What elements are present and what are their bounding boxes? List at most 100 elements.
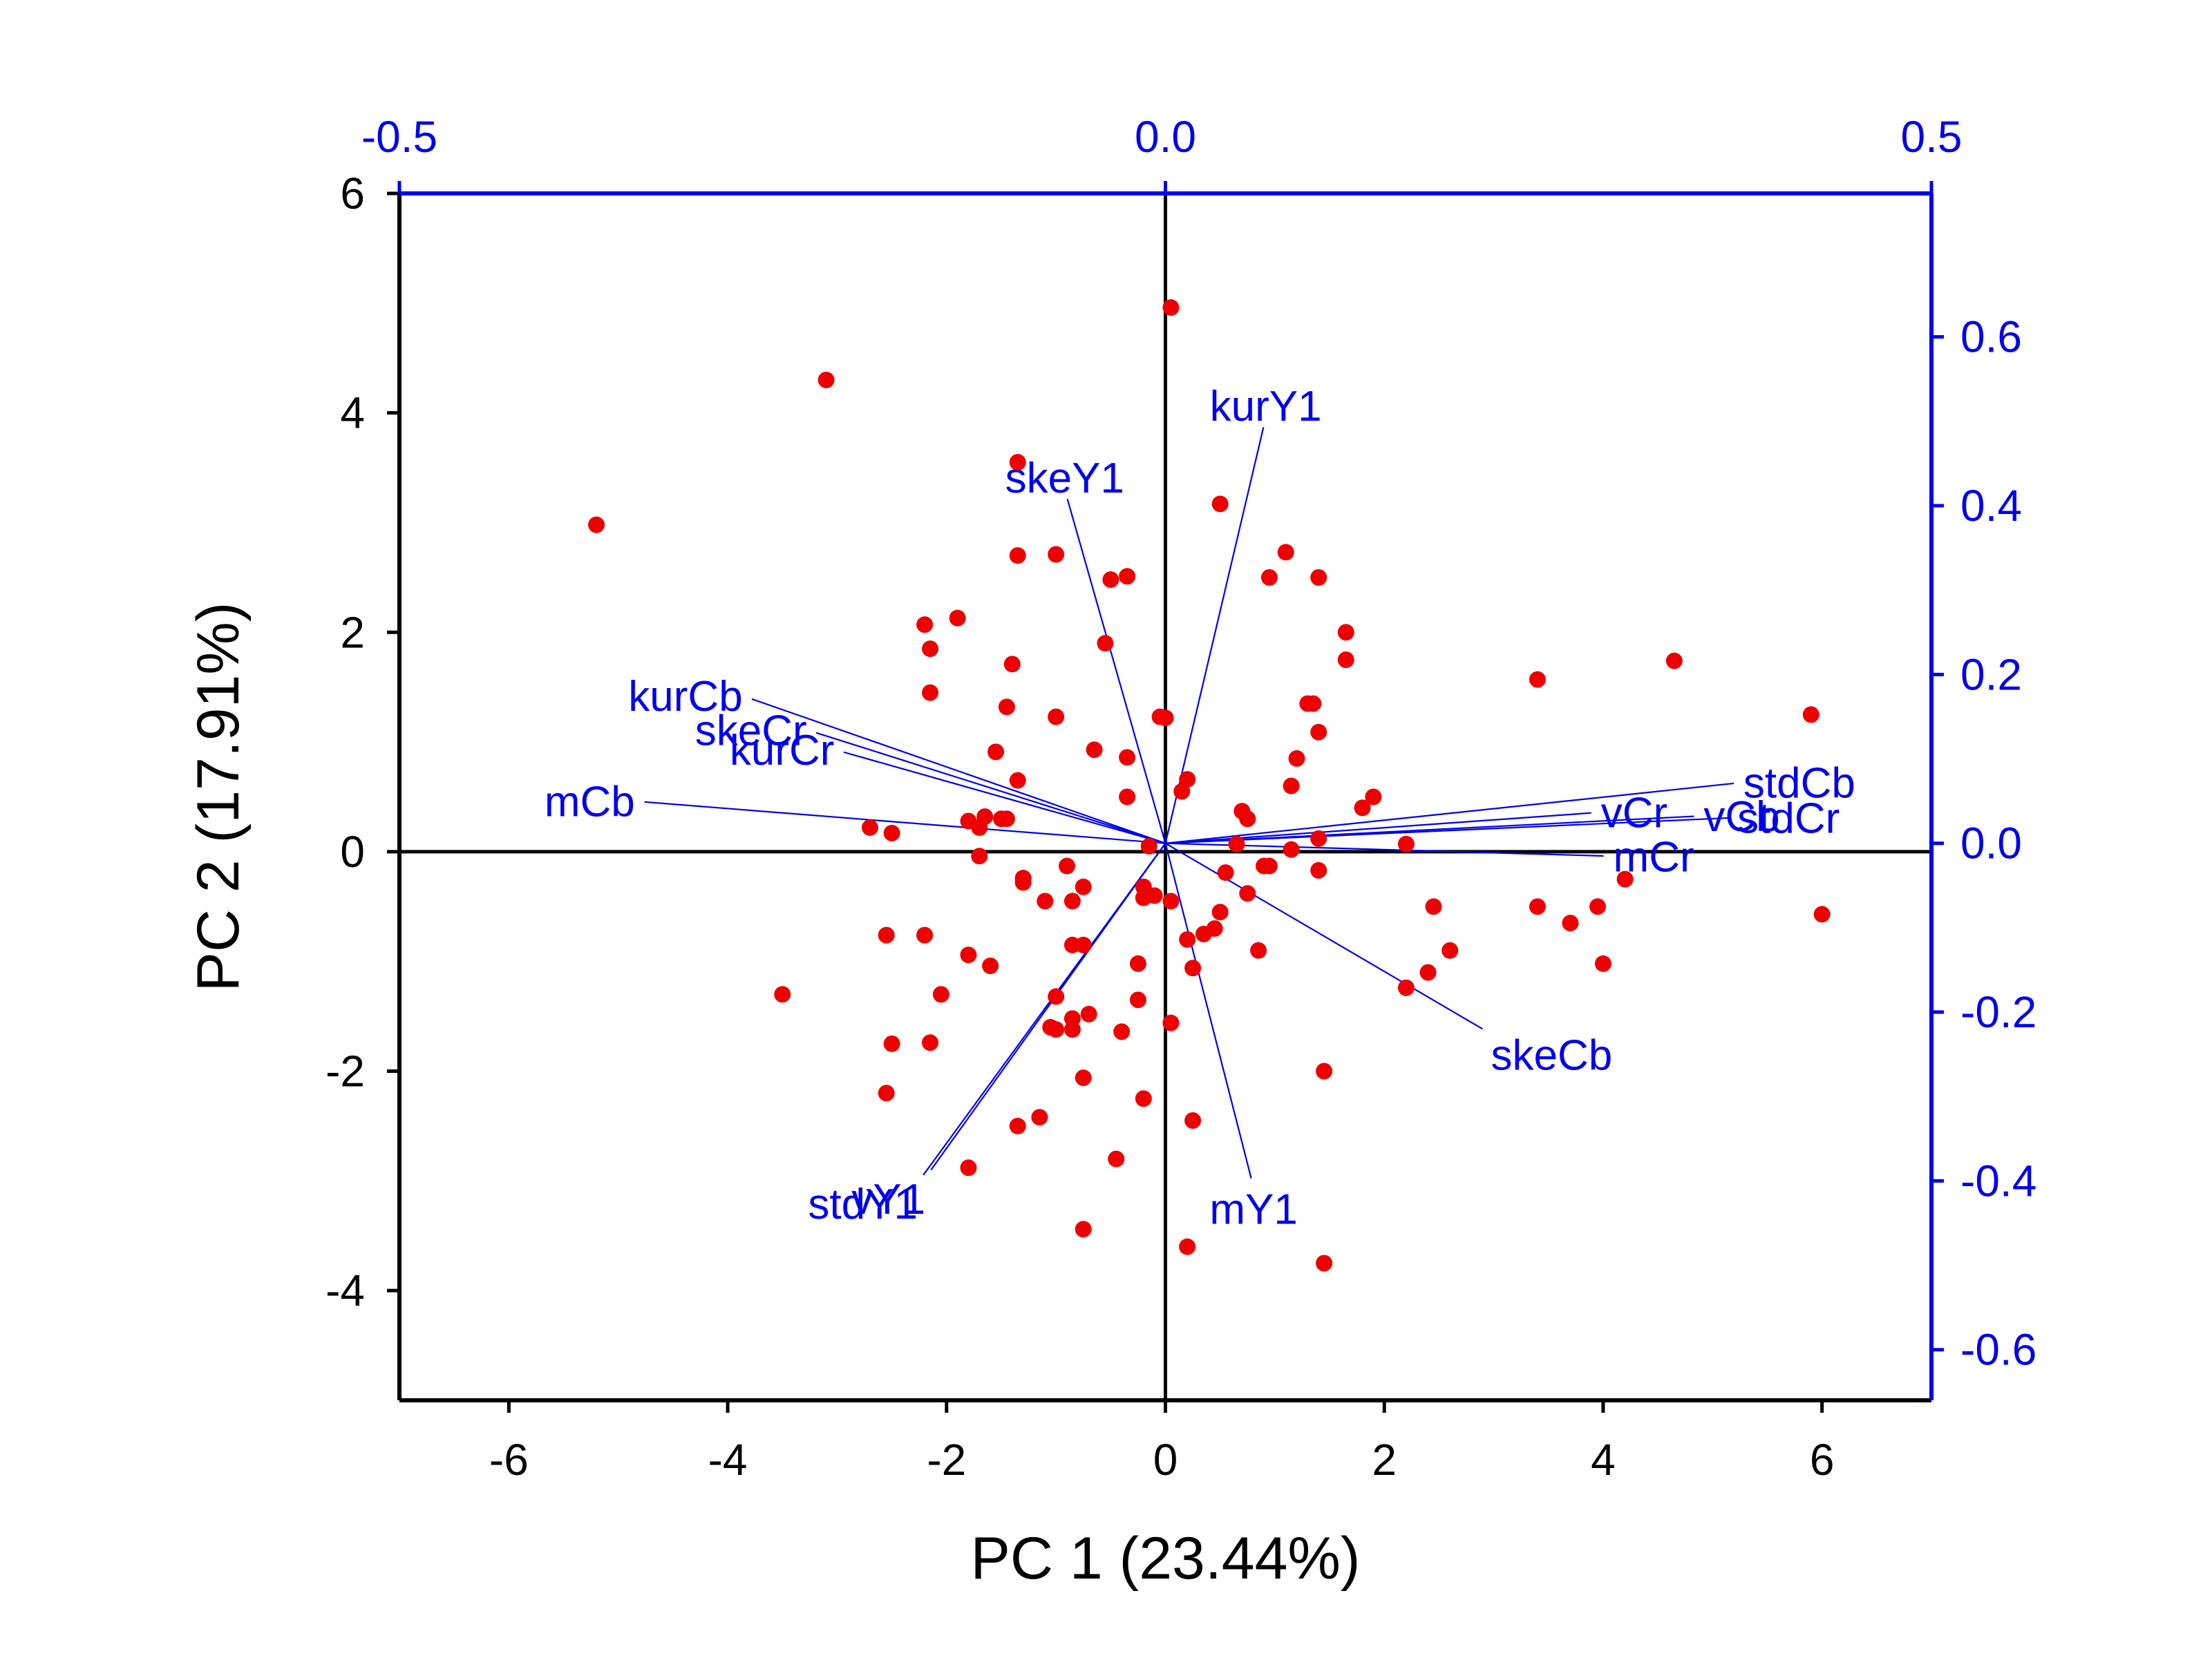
loading-label: kurY1	[1210, 383, 1322, 430]
axis-ticks: -6 -4 -2 0 2 4 6 -4 -2 0 2 4 6 -0.5 0.0 0.5 -0.6 -0.4 -0.2…	[325, 112, 2036, 1485]
score-point	[1310, 723, 1327, 741]
score-point	[1135, 889, 1152, 906]
score-point	[1108, 1150, 1125, 1168]
x-tick-label: -6	[489, 1435, 529, 1485]
score-point	[1058, 857, 1075, 875]
right-tick-label: 0.2	[1960, 649, 2022, 699]
score-point	[1048, 546, 1065, 563]
score-point	[1048, 708, 1065, 725]
loading-vector-skeCr	[815, 732, 1166, 844]
loading-vector-kurCr	[843, 751, 1166, 844]
y-tick-label: 2	[340, 607, 365, 657]
score-point	[922, 640, 939, 658]
x-tick-label: 6	[1810, 1435, 1835, 1485]
score-point	[1075, 936, 1092, 953]
score-point	[1048, 988, 1065, 1005]
loading-vector-skeY1	[1066, 498, 1166, 844]
score-point	[998, 698, 1015, 716]
score-point	[1179, 931, 1196, 948]
score-point	[817, 371, 835, 388]
score-point	[1397, 835, 1415, 852]
right-tick-label: 0.6	[1960, 312, 2022, 362]
score-point	[1802, 706, 1819, 723]
score-point	[1217, 864, 1234, 882]
loading-label: kurCb	[628, 673, 742, 721]
score-point	[1179, 1238, 1196, 1255]
score-point	[1031, 1109, 1048, 1126]
y-axis-label: PC 2 (17.91%)	[185, 602, 252, 991]
loading-label: mY1	[1209, 1185, 1297, 1233]
score-point	[1277, 544, 1294, 561]
score-point	[1075, 1069, 1092, 1087]
top-tick-label: -0.5	[361, 112, 437, 162]
score-point	[982, 957, 999, 975]
score-point	[1140, 837, 1157, 855]
score-point	[1162, 299, 1180, 316]
score-point	[1119, 749, 1136, 766]
score-point	[1064, 1021, 1081, 1038]
score-point	[971, 819, 988, 836]
score-point	[1014, 874, 1032, 891]
score-point	[1184, 1112, 1202, 1130]
score-point	[1086, 741, 1103, 759]
score-point	[1113, 1023, 1131, 1040]
score-point	[1354, 799, 1371, 817]
loading-vector-mY1	[1164, 843, 1252, 1179]
loading-label: vCr	[1601, 790, 1667, 837]
loading-label: skeCr	[695, 707, 807, 754]
score-point	[1316, 1255, 1333, 1272]
loading-vectors: mCbkurCbskeCrkurCrskeY1kurY1vCrstdCbstdC…	[545, 383, 1855, 1233]
right-tick-label: -0.6	[1960, 1325, 2036, 1375]
y-tick-label: 6	[340, 169, 365, 218]
y-tick-label: 0	[340, 827, 365, 877]
score-point	[1064, 893, 1081, 910]
score-point	[883, 1035, 900, 1052]
score-point	[1305, 695, 1322, 712]
top-tick-label: 0.0	[1135, 112, 1196, 162]
x-tick-label: 0	[1153, 1435, 1178, 1485]
score-point	[1283, 777, 1300, 794]
score-point	[774, 986, 791, 1003]
score-point	[1009, 454, 1026, 471]
score-point	[1283, 841, 1300, 858]
score-point	[932, 986, 949, 1003]
score-point	[1250, 942, 1267, 959]
score-point	[1162, 893, 1180, 910]
score-point	[1009, 1117, 1026, 1134]
score-point	[1129, 991, 1146, 1009]
score-point	[883, 824, 900, 841]
score-point	[1097, 635, 1114, 652]
score-point	[922, 684, 939, 701]
loading-label: stdY1	[808, 1181, 918, 1228]
score-point	[1813, 906, 1831, 923]
score-point	[1003, 656, 1021, 673]
score-point	[1080, 1005, 1097, 1022]
y-tick-label: -4	[325, 1266, 365, 1315]
score-point	[1075, 1221, 1092, 1238]
loading-vector-vCb	[1165, 815, 1694, 844]
score-point	[1157, 709, 1174, 727]
score-point	[998, 810, 1015, 828]
x-tick-label: -2	[927, 1435, 966, 1485]
score-point	[1239, 810, 1256, 828]
score-point	[916, 616, 934, 633]
score-point	[1425, 898, 1442, 915]
score-point	[588, 516, 605, 533]
score-point	[1316, 1063, 1333, 1080]
score-point	[1337, 651, 1354, 668]
loading-vector-stdCb	[1165, 782, 1734, 844]
score-point	[1419, 964, 1437, 981]
score-point	[1135, 1090, 1152, 1107]
top-tick-label: 0.5	[1901, 112, 1963, 162]
score-point	[1211, 904, 1229, 921]
score-point	[1310, 830, 1327, 847]
score-point	[1042, 1019, 1059, 1036]
score-point	[1310, 861, 1327, 879]
y-tick-label: -2	[325, 1047, 365, 1096]
score-point	[1529, 671, 1546, 688]
score-point	[916, 926, 934, 944]
score-point	[1119, 788, 1136, 806]
score-point	[1260, 857, 1278, 875]
